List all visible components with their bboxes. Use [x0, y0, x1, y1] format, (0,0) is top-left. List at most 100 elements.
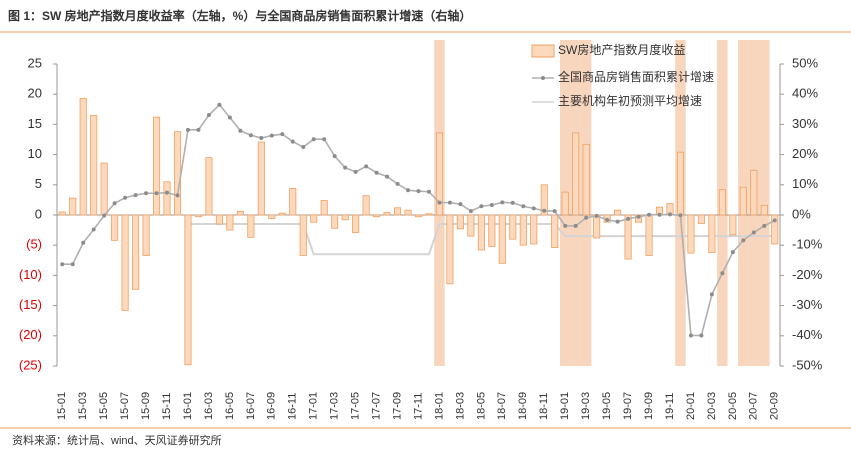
- line-marker: [343, 165, 348, 170]
- y-tick-label: 20: [28, 86, 42, 101]
- line-marker: [605, 217, 610, 222]
- x-tick-label: 20-01: [685, 392, 697, 420]
- line-marker: [437, 200, 442, 205]
- x-tick-label: 16-11: [287, 393, 299, 420]
- bar: [111, 214, 119, 241]
- y2-tick-label: -10%: [792, 237, 823, 252]
- y-tick-label: (20): [19, 327, 42, 342]
- line-marker: [185, 127, 190, 132]
- legend-label: SW房地产指数月度收益: [558, 42, 685, 57]
- bar: [718, 189, 726, 216]
- legend-label: 全国商品房销售面积累计增速: [558, 69, 714, 84]
- bar: [404, 209, 412, 216]
- bar: [697, 214, 705, 224]
- line-marker: [60, 262, 65, 267]
- bar: [624, 214, 632, 260]
- y-tick-label: (15): [19, 297, 42, 312]
- line-marker: [468, 209, 473, 214]
- line-marker: [479, 204, 484, 209]
- line-marker: [678, 213, 683, 218]
- x-tick-label: 15-05: [98, 392, 110, 420]
- line-marker: [762, 223, 767, 228]
- line-marker: [647, 212, 652, 217]
- bar: [310, 214, 318, 223]
- y2-tick-label: 20%: [792, 146, 818, 161]
- bar: [435, 132, 444, 216]
- line-marker: [636, 214, 641, 219]
- line-marker: [206, 113, 211, 118]
- line-marker: [542, 208, 547, 213]
- line-marker: [259, 135, 264, 140]
- y2-tick-label: 40%: [792, 86, 818, 101]
- y2-tick-label: 10%: [792, 176, 818, 191]
- bar: [561, 191, 569, 216]
- y2-tick-label: 50%: [792, 55, 818, 70]
- line-marker: [280, 132, 285, 137]
- bar: [226, 214, 234, 231]
- x-tick-label: 20-05: [727, 392, 739, 420]
- x-tick-label: 20-09: [769, 392, 781, 420]
- line-marker: [248, 133, 253, 138]
- x-tick-label: 18-01: [433, 392, 445, 420]
- line-marker: [70, 262, 75, 267]
- line-marker: [374, 170, 379, 175]
- line-marker: [531, 206, 536, 211]
- line-marker: [81, 240, 86, 245]
- y2-tick-label: 0%: [792, 206, 811, 221]
- bar: [425, 213, 433, 216]
- bar: [498, 214, 506, 264]
- bar: [194, 214, 203, 218]
- bar: [540, 184, 548, 216]
- line-marker: [227, 115, 232, 120]
- line-marker: [741, 238, 746, 243]
- bar: [446, 214, 454, 285]
- bar: [278, 212, 286, 216]
- x-tick-label: 17-07: [370, 392, 382, 420]
- bar: [582, 143, 590, 216]
- line-marker: [615, 219, 620, 224]
- legend-label: 主要机构年初预测平均增速: [558, 93, 702, 108]
- bar: [205, 157, 213, 216]
- x-tick-label: 18-07: [496, 392, 508, 420]
- x-tick-label: 19-05: [601, 392, 613, 420]
- x-tick-label: 20-07: [748, 392, 760, 420]
- line-marker: [123, 195, 128, 200]
- x-tick-label: 17-05: [350, 392, 362, 420]
- x-tick-label: 16-03: [203, 392, 215, 420]
- line-marker: [133, 193, 138, 198]
- chart-title: 图 1：SW 房地产指数月度收益率（左轴，%）与全国商品房销售面积累计增速（右轴…: [8, 8, 471, 23]
- line-marker: [626, 216, 631, 221]
- bar: [299, 214, 307, 256]
- bar: [247, 214, 255, 238]
- bar: [760, 204, 768, 216]
- line-marker: [112, 201, 117, 206]
- bar: [320, 200, 328, 216]
- x-tick-label: 18-09: [517, 392, 529, 420]
- bar: [142, 214, 150, 256]
- line-marker: [688, 333, 693, 338]
- bar: [90, 114, 98, 216]
- x-tick-label: 18-05: [475, 392, 487, 420]
- line-marker: [657, 212, 662, 217]
- bar: [729, 214, 737, 236]
- x-tick-label: 16-01: [182, 392, 194, 420]
- bar: [362, 195, 370, 216]
- line-marker: [709, 292, 714, 297]
- line-marker: [594, 213, 599, 218]
- line-marker: [730, 250, 735, 255]
- line-marker: [322, 137, 327, 142]
- bar: [708, 214, 716, 253]
- x-tick-label: 16-07: [245, 392, 257, 420]
- line-marker: [489, 203, 494, 208]
- line-marker: [458, 202, 463, 207]
- line-marker: [667, 212, 672, 217]
- bar: [593, 214, 601, 239]
- highlight-band: [759, 40, 770, 366]
- x-tick-label: 20-03: [706, 392, 718, 420]
- x-tick-label: 16-05: [224, 392, 236, 420]
- x-tick-label: 18-11: [538, 393, 550, 420]
- x-tick-label: 19-11: [664, 393, 676, 420]
- bar: [383, 212, 391, 216]
- y-tick-label: 5: [35, 176, 42, 191]
- line-marker: [447, 200, 452, 205]
